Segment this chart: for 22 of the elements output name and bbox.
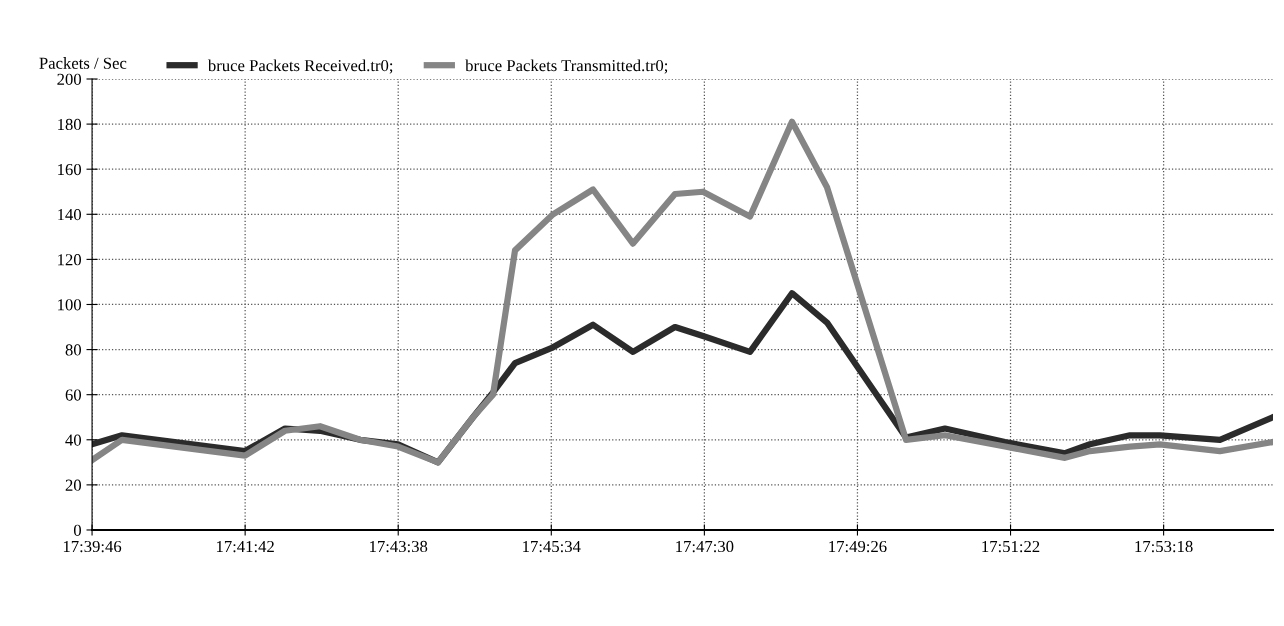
x-tick-label: 17:51:22 xyxy=(982,540,1040,553)
y-tick-label: 80 xyxy=(65,344,82,356)
y-tick-label: 60 xyxy=(65,389,82,401)
y-tick-label: 180 xyxy=(58,118,82,131)
y-tick-label: 20 xyxy=(65,479,82,491)
x-tick-label: 17:43:38 xyxy=(370,540,428,553)
x-tick-label: 17:41:42 xyxy=(216,540,274,553)
y-tick-label: 200 xyxy=(57,73,82,85)
y-tick-label: 40 xyxy=(65,434,82,446)
y-tick-label: 100 xyxy=(58,299,82,311)
y-tick-label: 140 xyxy=(58,208,82,221)
x-tick-label: 17:47:30 xyxy=(676,540,734,553)
x-tick-label: 17:45:34 xyxy=(523,540,581,553)
y-tick-label: 0 xyxy=(73,524,82,536)
x-tick-label: 17:39:46 xyxy=(63,540,122,553)
legend-label: bruce Packets Received.tr0; xyxy=(207,59,393,74)
legend-label: bruce Packets Transmitted.tr0; xyxy=(465,59,668,74)
x-tick-label: 17:49:26 xyxy=(829,540,887,553)
y-tick-label: 160 xyxy=(58,163,82,176)
x-tick-label: 17:53:18 xyxy=(1135,540,1193,553)
y-axis-title: Packets / Sec xyxy=(39,57,127,69)
y-tick-label: 120 xyxy=(58,254,82,266)
